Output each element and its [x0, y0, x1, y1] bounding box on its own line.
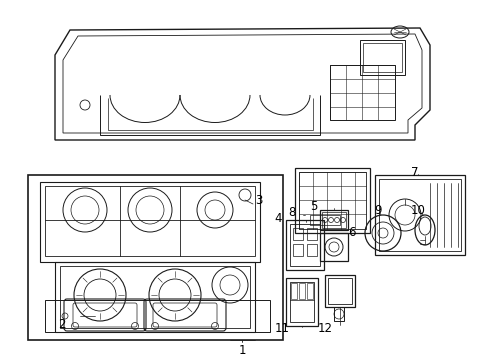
Text: 9: 9 [373, 204, 381, 217]
Bar [289, 224, 319, 266]
Bar [306, 283, 312, 299]
Text: 11: 11 [274, 323, 289, 336]
Bar [292, 244, 303, 256]
Bar [28, 175, 283, 340]
Text: 3: 3 [255, 194, 262, 207]
Bar [45, 186, 254, 256]
Text: 12: 12 [317, 323, 332, 336]
Text: 7: 7 [410, 166, 418, 179]
Text: 2: 2 [58, 319, 65, 332]
Bar [333, 307, 343, 321]
Bar [306, 244, 316, 256]
Bar [309, 215, 339, 225]
Bar [285, 220, 324, 270]
Bar [60, 266, 249, 328]
Bar [321, 212, 346, 228]
Bar [45, 300, 269, 332]
Bar [327, 278, 351, 304]
Bar [285, 278, 317, 326]
Text: 1: 1 [238, 343, 245, 356]
Bar [289, 282, 313, 322]
Bar [290, 283, 296, 299]
Bar [329, 65, 394, 120]
Text: 5: 5 [310, 199, 317, 212]
Bar [319, 233, 347, 261]
Bar [306, 228, 316, 240]
Text: 4: 4 [274, 211, 281, 225]
Bar [378, 179, 460, 251]
Bar [298, 172, 365, 229]
Text: 10: 10 [410, 204, 425, 217]
Bar [362, 43, 401, 72]
Text: 6: 6 [347, 225, 355, 238]
Bar [359, 40, 404, 75]
Bar [298, 283, 305, 299]
Bar [374, 175, 464, 255]
Bar [325, 275, 354, 307]
Bar [294, 168, 369, 233]
Text: 8: 8 [288, 207, 295, 220]
Bar [319, 210, 347, 230]
Bar [55, 262, 254, 332]
Bar [292, 228, 303, 240]
Bar [40, 182, 260, 262]
